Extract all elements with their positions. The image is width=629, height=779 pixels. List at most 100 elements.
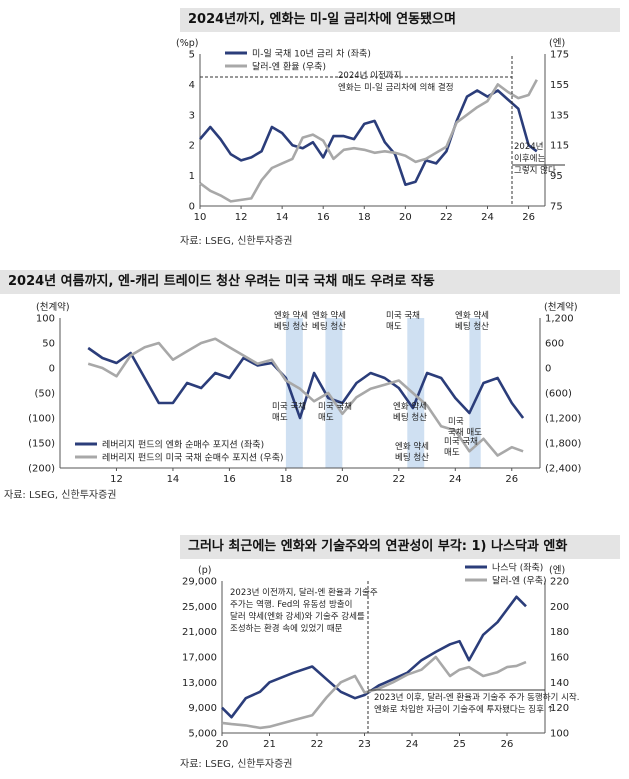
right-tick-label: (1,200) [545, 414, 582, 425]
legend-label: 달러-엔 환율 (우축) [252, 61, 326, 73]
x-tick-label: 26 [522, 212, 535, 223]
series-line-2 [87, 337, 524, 457]
series-line-1 [221, 595, 527, 719]
annotation-text: 이후에는 [514, 153, 545, 164]
left-tick-label: (100) [28, 414, 55, 425]
right-tick-label: 200 [550, 602, 569, 613]
right-tick-label: 175 [550, 50, 569, 61]
annotation-text: 미국 국채 [318, 401, 352, 412]
x-tick-label: 23 [358, 739, 371, 750]
annotation-text: 미국 국채 [444, 436, 478, 447]
left-tick-label: 5,000 [188, 729, 217, 740]
x-tick-label: 18 [280, 474, 293, 485]
x-tick-label: 26 [501, 739, 514, 750]
annotation-text: 엔화로 차입한 자금이 기술주에 투자됐다는 징후 ↑ [374, 704, 554, 715]
chart-title-3: 그러나 최근에는 엔화와 기술주와의 연관성이 부각: 1) 나스닥과 엔화 [180, 535, 620, 559]
annotation-text: 달러 약세(엔화 강세)와 기술주 강세를 [230, 611, 365, 622]
annotation-text: 엔화 약세 [455, 310, 489, 321]
annotation-text: 조성하는 환경 속에 있었기 때문 [230, 623, 343, 634]
annotation-text: 엔화 약세 [393, 401, 427, 412]
left-tick-label: 9,000 [188, 703, 217, 714]
x-tick-label: 18 [358, 212, 371, 223]
chart-panel-1: 2024년까지, 엔화는 미-일 금리차에 연동됐으며 0 1 2 3 4 5 75 95 11… [0, 0, 629, 260]
annotation-text: 미국 국채 [272, 401, 306, 412]
right-tick-label: (1,800) [545, 439, 582, 450]
left-tick-label: 1 [189, 171, 195, 182]
annotation-text: 2024년 [514, 141, 543, 152]
right-tick-label: 75 [550, 202, 563, 213]
left-tick-label: 21,000 [182, 627, 217, 638]
annotation-text: 베팅 청산 [455, 321, 489, 332]
left-tick-label: 4 [189, 80, 195, 91]
right-tick-label: 0 [545, 364, 551, 375]
right-tick-label: 115 [550, 141, 569, 152]
chart-2: (200) (150) (100) (50) 0 50 100 (2,400) (1,800) (… [28, 301, 582, 485]
x-tick-label: 24 [481, 212, 494, 223]
x-tick-label: 26 [505, 474, 518, 485]
annotation-text: 엔화 약세 [312, 310, 346, 321]
left-tick-label: 3 [189, 110, 195, 121]
right-tick-label: 95 [550, 171, 563, 182]
right-tick-label: 600 [545, 339, 564, 350]
x-tick-label: 22 [311, 739, 324, 750]
annotation-text: 미국 [448, 417, 464, 427]
right-axis-unit: (엔) [549, 38, 565, 49]
left-tick-label: 5 [189, 50, 195, 61]
left-tick-label: (50) [34, 389, 55, 400]
right-tick-label: 100 [550, 729, 569, 740]
x-tick-label: 16 [317, 212, 330, 223]
chart-3: 5,000 9,000 13,000 17,000 21,000 25,000 29,000… [182, 563, 579, 751]
series-line-1 [199, 89, 538, 186]
annotation-text: 엔화 약세 [395, 441, 429, 452]
annotation-text: 엔화 약세 [274, 310, 308, 321]
legend-label: 레버리지 펀드의 엔화 순매수 포지션 (좌축) [102, 440, 264, 451]
x-tick-label: 25 [453, 739, 466, 750]
annotation-text: 베팅 청산 [393, 412, 427, 423]
highlight-band [469, 318, 481, 468]
annotation-text: 베팅 청산 [312, 321, 346, 332]
chart-panel-3: 그러나 최근에는 엔화와 기술주와의 연관성이 부각: 1) 나스닥과 엔화 5… [0, 535, 629, 778]
annotation-text: 국채 매도 [448, 427, 482, 438]
x-tick-label: 22 [392, 474, 405, 485]
annotation-text: 2023년 이후, 달러-엔 환율과 기술주 주가 동행하기 시작. [374, 692, 579, 703]
left-tick-label: 0 [49, 364, 55, 375]
annotation-text: 매도 [444, 448, 460, 458]
chart-source-2: 자료: LSEG, 신한투자증권 [4, 490, 117, 501]
annotation-text: 그렇지 않다 [514, 165, 556, 176]
left-tick-label: 17,000 [182, 653, 217, 664]
highlight-band [325, 318, 343, 468]
x-tick-label: 20 [216, 739, 229, 750]
left-axis-unit: (천계약) [36, 301, 70, 313]
left-tick-label: (200) [28, 464, 55, 475]
right-tick-label: (2,400) [545, 464, 582, 475]
annotation-text: 매도 [318, 413, 334, 423]
chart-title-1: 2024년까지, 엔화는 미-일 금리차에 연동됐으며 [180, 8, 620, 32]
x-tick-label: 12 [110, 474, 123, 485]
right-tick-label: 140 [550, 678, 569, 689]
chart-panel-2: 2024년 여름까지, 엔-캐리 트레이드 청산 우려는 미국 국채 매도 우려… [0, 270, 629, 510]
legend-label: 미-일 국채 10년 금리 차 (좌축) [252, 48, 371, 60]
left-tick-label: 13,000 [182, 678, 217, 689]
x-tick-label: 10 [194, 212, 207, 223]
x-tick-label: 22 [440, 212, 453, 223]
annotation-text: 주가는 역행. Fed의 유동성 방출이 [230, 599, 352, 610]
series-line-2 [221, 655, 527, 730]
right-tick-label: 155 [550, 80, 569, 91]
annotation-text: 베팅 청산 [395, 452, 429, 463]
right-tick-label: 220 [550, 577, 569, 588]
series-line-2 [199, 79, 538, 203]
x-tick-label: 24 [406, 739, 419, 750]
annotation-text: 베팅 청산 [274, 321, 308, 332]
left-tick-label: 25,000 [182, 602, 217, 613]
legend-label: 레버리지 펀드의 미국 국채 순매수 포지션 (우축) [102, 453, 284, 464]
right-axis-unit: (엔) [549, 565, 565, 576]
right-axis-unit: (천계약) [544, 301, 578, 313]
right-tick-label: 180 [550, 627, 569, 638]
annotation-text: 매도 [272, 413, 288, 423]
legend-label: 달러-엔 (우축) [492, 575, 547, 587]
left-tick-label: 50 [42, 339, 55, 350]
chart-title-2: 2024년 여름까지, 엔-캐리 트레이드 청산 우려는 미국 국채 매도 우려… [0, 270, 620, 294]
right-tick-label: (600) [545, 389, 572, 400]
x-tick-label: 20 [399, 212, 412, 223]
